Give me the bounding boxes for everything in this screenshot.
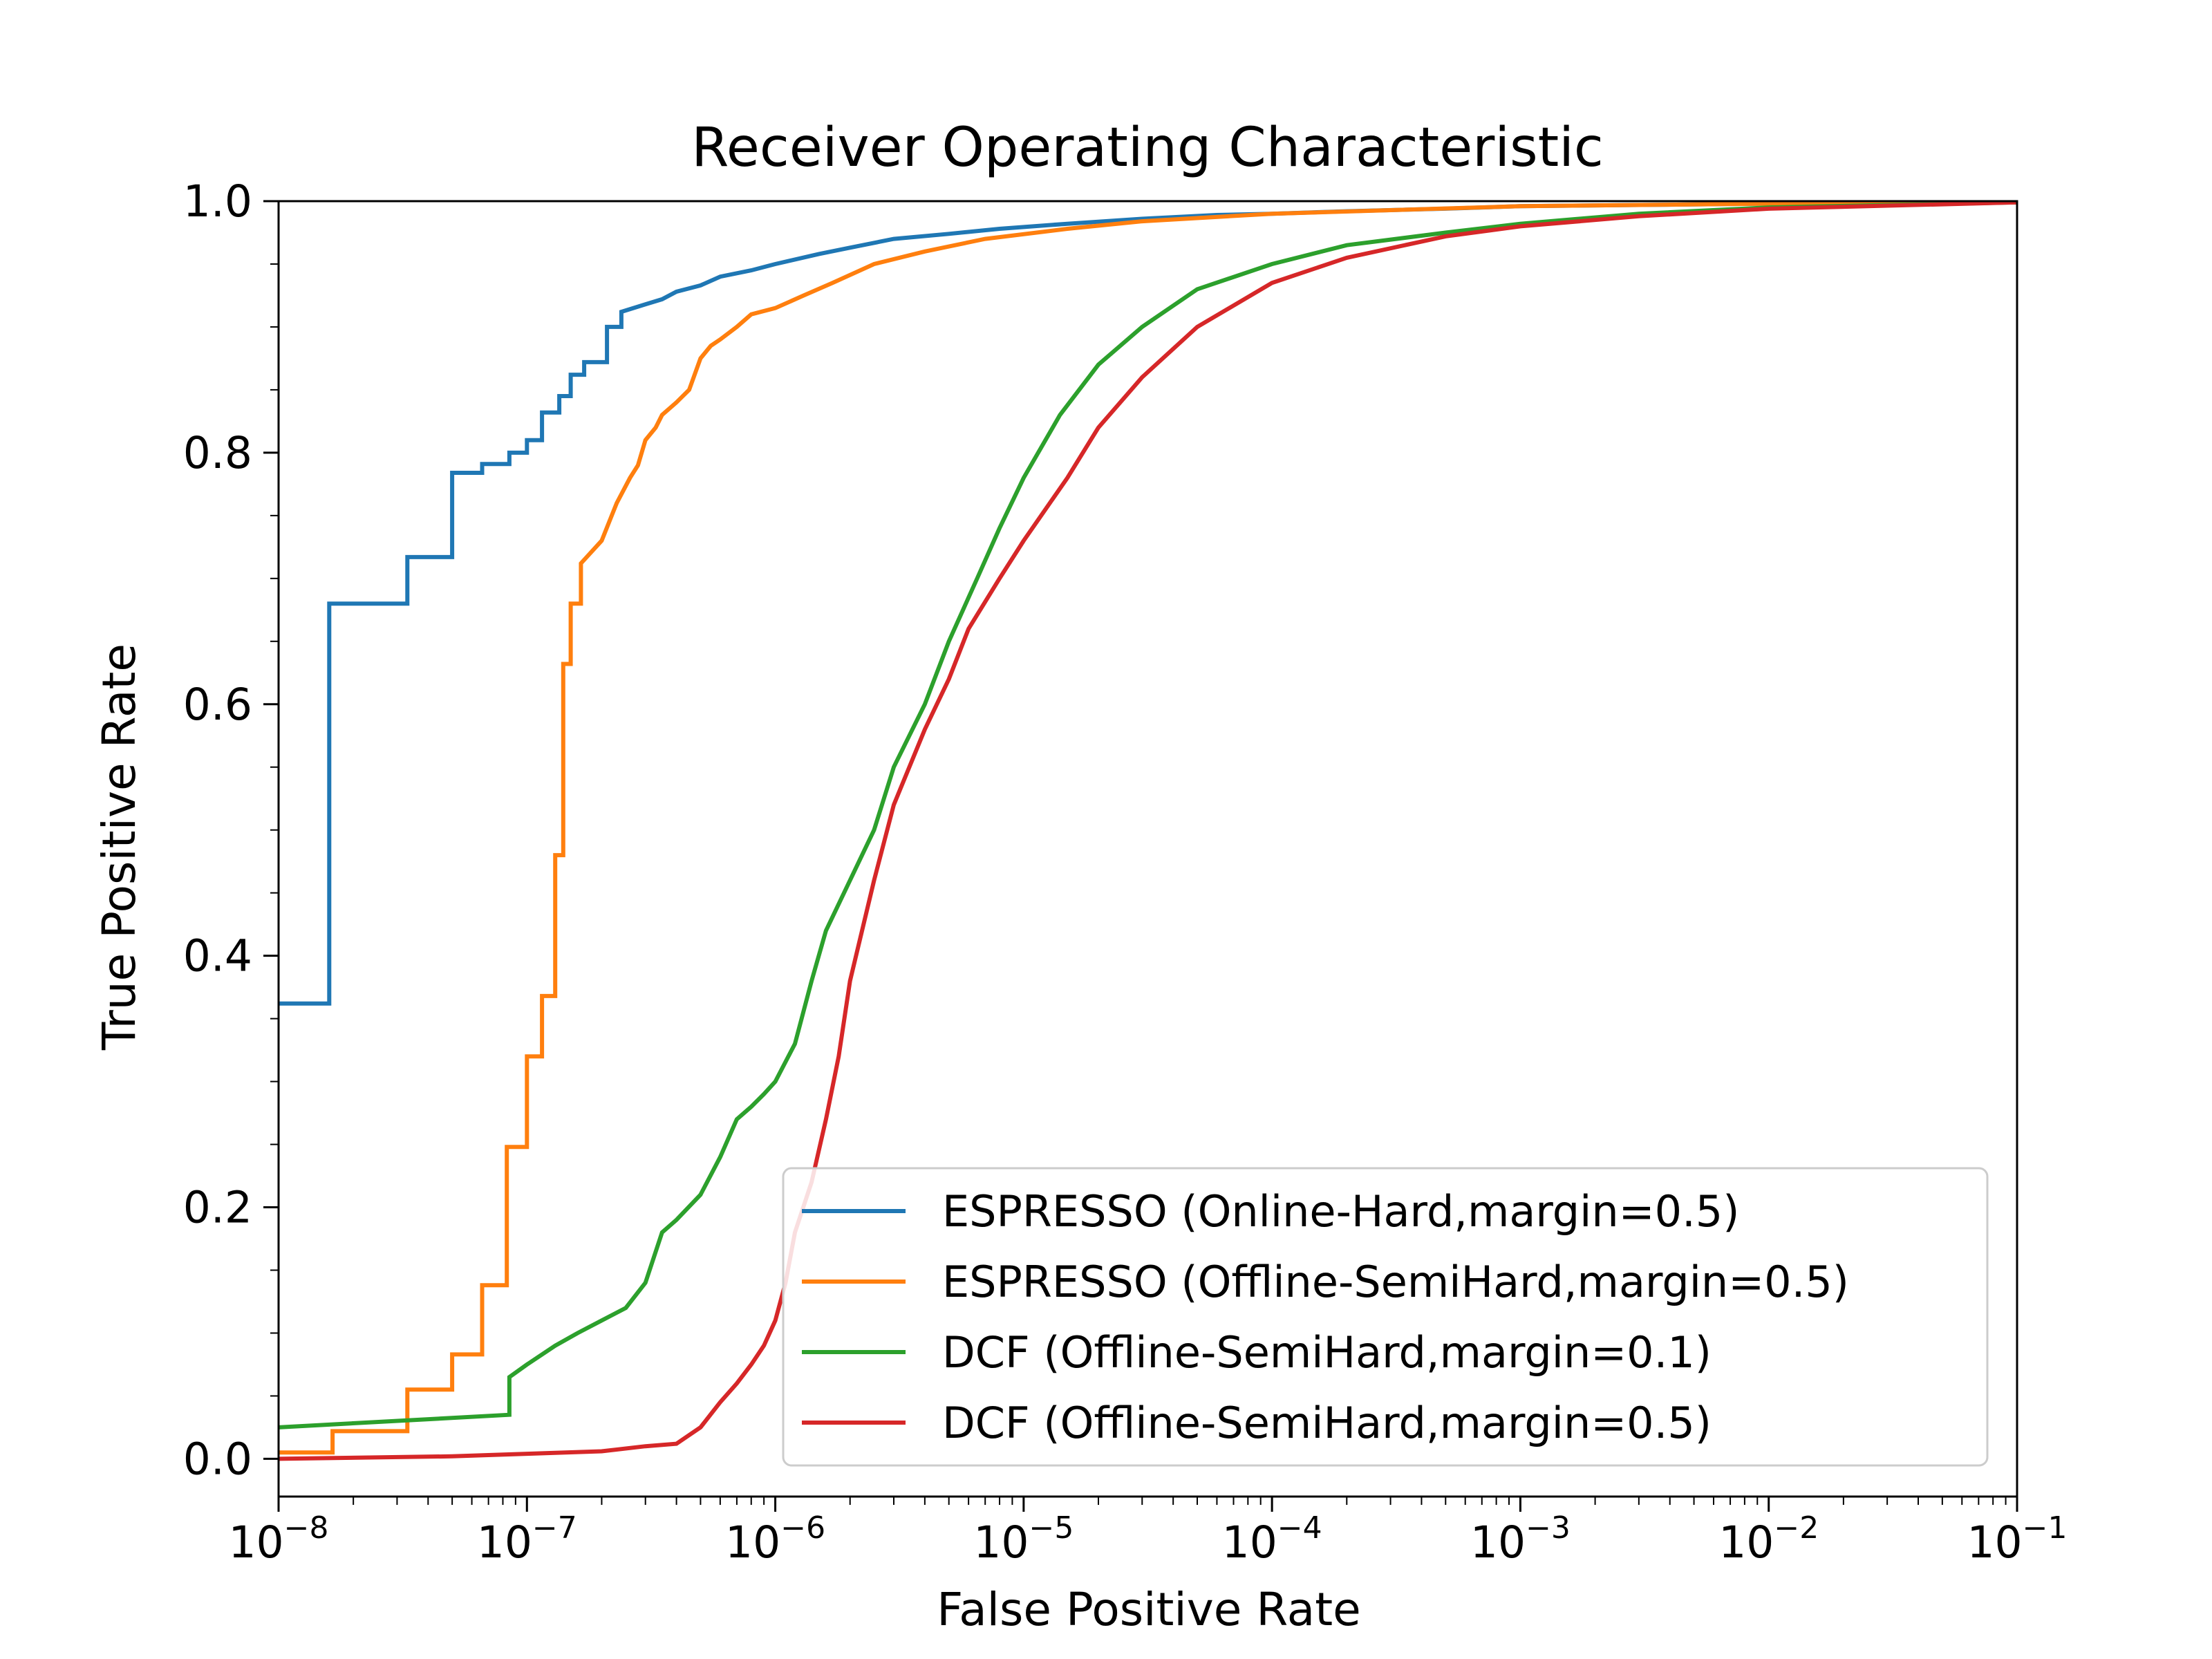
x-tick-label: 10−2 [1718,1510,1819,1568]
x-axis-label: False Positive Rate [937,1583,1360,1636]
axes: 10−8 10−7 10−6 10−5 10−4 10−3 10−2 10−10.00.20.… [183,176,2068,1568]
chart-title: Receiver Operating Characteristic [691,117,1604,179]
x-tick-base: 10 [973,1517,1029,1568]
plot-area [279,201,2017,1461]
y-axis-label: True Positive Rate [93,644,146,1051]
x-tick-label: 10−4 [1222,1510,1322,1568]
x-tick-exponent: −4 [1277,1510,1322,1546]
x-tick-base: 10 [1222,1517,1277,1568]
x-tick-base: 10 [1967,1517,2022,1568]
y-tick-label: 0.6 [183,679,252,730]
legend-box [782,1167,1989,1467]
series-line-4 [279,201,2017,1461]
y-tick-label: 0.2 [183,1183,252,1233]
x-tick-base: 10 [228,1517,283,1568]
x-tick-label: 10−7 [477,1510,577,1568]
x-tick-exponent: −6 [780,1510,825,1546]
x-tick-exponent: −5 [1029,1510,1074,1546]
series-line-2 [279,201,2017,1455]
y-tick-label: 1.0 [183,176,252,227]
x-tick-base: 10 [725,1517,780,1568]
x-tick-label: 10−6 [725,1510,825,1568]
x-tick-label: 10−8 [228,1510,328,1568]
x-tick-base: 10 [477,1517,532,1568]
series-line-3 [279,201,2017,1430]
x-tick-label: 10−5 [973,1510,1074,1568]
x-tick-base: 10 [1718,1517,1774,1568]
x-tick-exponent: −2 [1774,1510,1819,1546]
series-lines [279,201,2017,1461]
x-tick-label: 10−1 [1967,1510,2067,1568]
x-tick-exponent: −8 [284,1510,329,1546]
x-tick-base: 10 [1470,1517,1526,1568]
x-tick-label: 10−3 [1470,1510,1571,1568]
y-tick-label: 0.4 [183,931,252,982]
x-tick-exponent: −1 [2023,1510,2068,1546]
x-tick-exponent: −7 [532,1510,577,1546]
y-tick-label: 0.0 [183,1434,252,1484]
axes-frame [277,200,2018,1498]
legend-label-3: DCF (Offline-SemiHard,margin=0.1) [942,1327,1712,1378]
legend-label-1: ESPRESSO (Online-Hard,margin=0.5) [942,1186,1739,1237]
y-tick-label: 0.8 [183,428,252,478]
legend-label-4: DCF (Offline-SemiHard,margin=0.5) [942,1398,1712,1448]
legend-label-2: ESPRESSO (Offline-SemiHard,margin=0.5) [942,1257,1849,1307]
x-tick-exponent: −3 [1526,1510,1571,1546]
legend: ESPRESSO (Online-Hard,margin=0.5) ESPRESS… [782,1167,1989,1467]
